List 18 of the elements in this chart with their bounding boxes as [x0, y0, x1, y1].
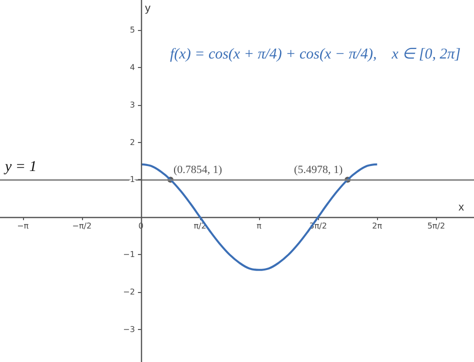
y-tick-label: −1 — [123, 250, 135, 260]
y-tick-label: −3 — [123, 324, 135, 334]
x-tick-label: −π — [17, 222, 29, 231]
y-axis-title: y — [144, 2, 151, 14]
y-tick-label: 5 — [130, 25, 135, 34]
y-tick-label: 4 — [130, 62, 135, 72]
y-tick-label: 3 — [130, 100, 135, 110]
x-tick-label: −π/2 — [72, 222, 92, 231]
y-tick-label: 2 — [130, 138, 135, 147]
x-axis-title: x — [458, 202, 464, 214]
annotation: f(x) = cos(x + π/4) + cos(x − π/4), x ∈ [0, 2π] — [170, 46, 461, 62]
ref-line-label: y = 1 — [3, 159, 37, 176]
data-label: (5.4978, 1) — [294, 164, 343, 176]
x-tick-label: 2π — [372, 222, 382, 231]
x-tick-label: π — [256, 222, 262, 231]
data-label: (0.7854, 1) — [173, 164, 222, 176]
x-tick-label: 5π/2 — [427, 222, 446, 231]
y-tick-label: −2 — [123, 287, 135, 296]
